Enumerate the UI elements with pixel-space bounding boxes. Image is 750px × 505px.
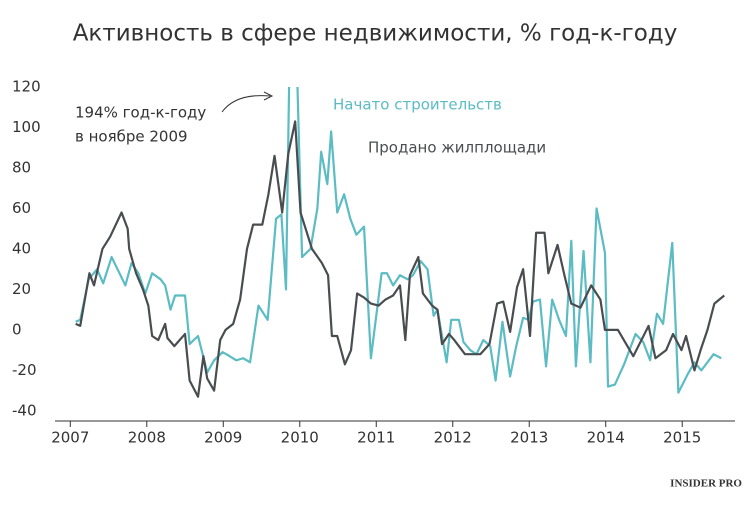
x-tick-label: 2011 [357, 429, 395, 447]
series-label: Продано жилплощади [368, 139, 546, 157]
y-tick-label: 60 [12, 199, 31, 217]
series-line [75, 87, 722, 394]
annotation: в ноябре 2009 [75, 128, 188, 146]
annotation-arrowhead [263, 91, 274, 101]
y-tick-label: -40 [12, 401, 37, 419]
x-tick-label: 2007 [51, 429, 89, 447]
y-tick-label: -20 [12, 361, 37, 379]
y-tick-label: 100 [12, 118, 41, 136]
x-tick-label: 2013 [510, 429, 548, 447]
chart-title: Активность в сфере недвижимости, % год-к… [73, 21, 678, 47]
x-tick-label: 2012 [434, 429, 472, 447]
x-tick-label: 2010 [281, 429, 319, 447]
series-line [75, 120, 725, 398]
x-tick-label: 2014 [587, 429, 625, 447]
y-tick-label: 120 [12, 78, 41, 96]
y-tick-label: 80 [12, 158, 31, 176]
annotation-arrow [221, 95, 271, 113]
x-tick-label: 2015 [663, 429, 701, 447]
x-tick-label: 2008 [128, 429, 166, 447]
x-tick-label: 2009 [204, 429, 242, 447]
annotation: 194% год-к-году [75, 104, 206, 122]
brand: INSIDER PRO [670, 478, 742, 490]
y-tick-label: 0 [12, 320, 22, 338]
y-tick-label: 40 [12, 239, 31, 257]
series-label: Начато строительств [333, 96, 502, 114]
y-tick-label: 20 [12, 280, 31, 298]
